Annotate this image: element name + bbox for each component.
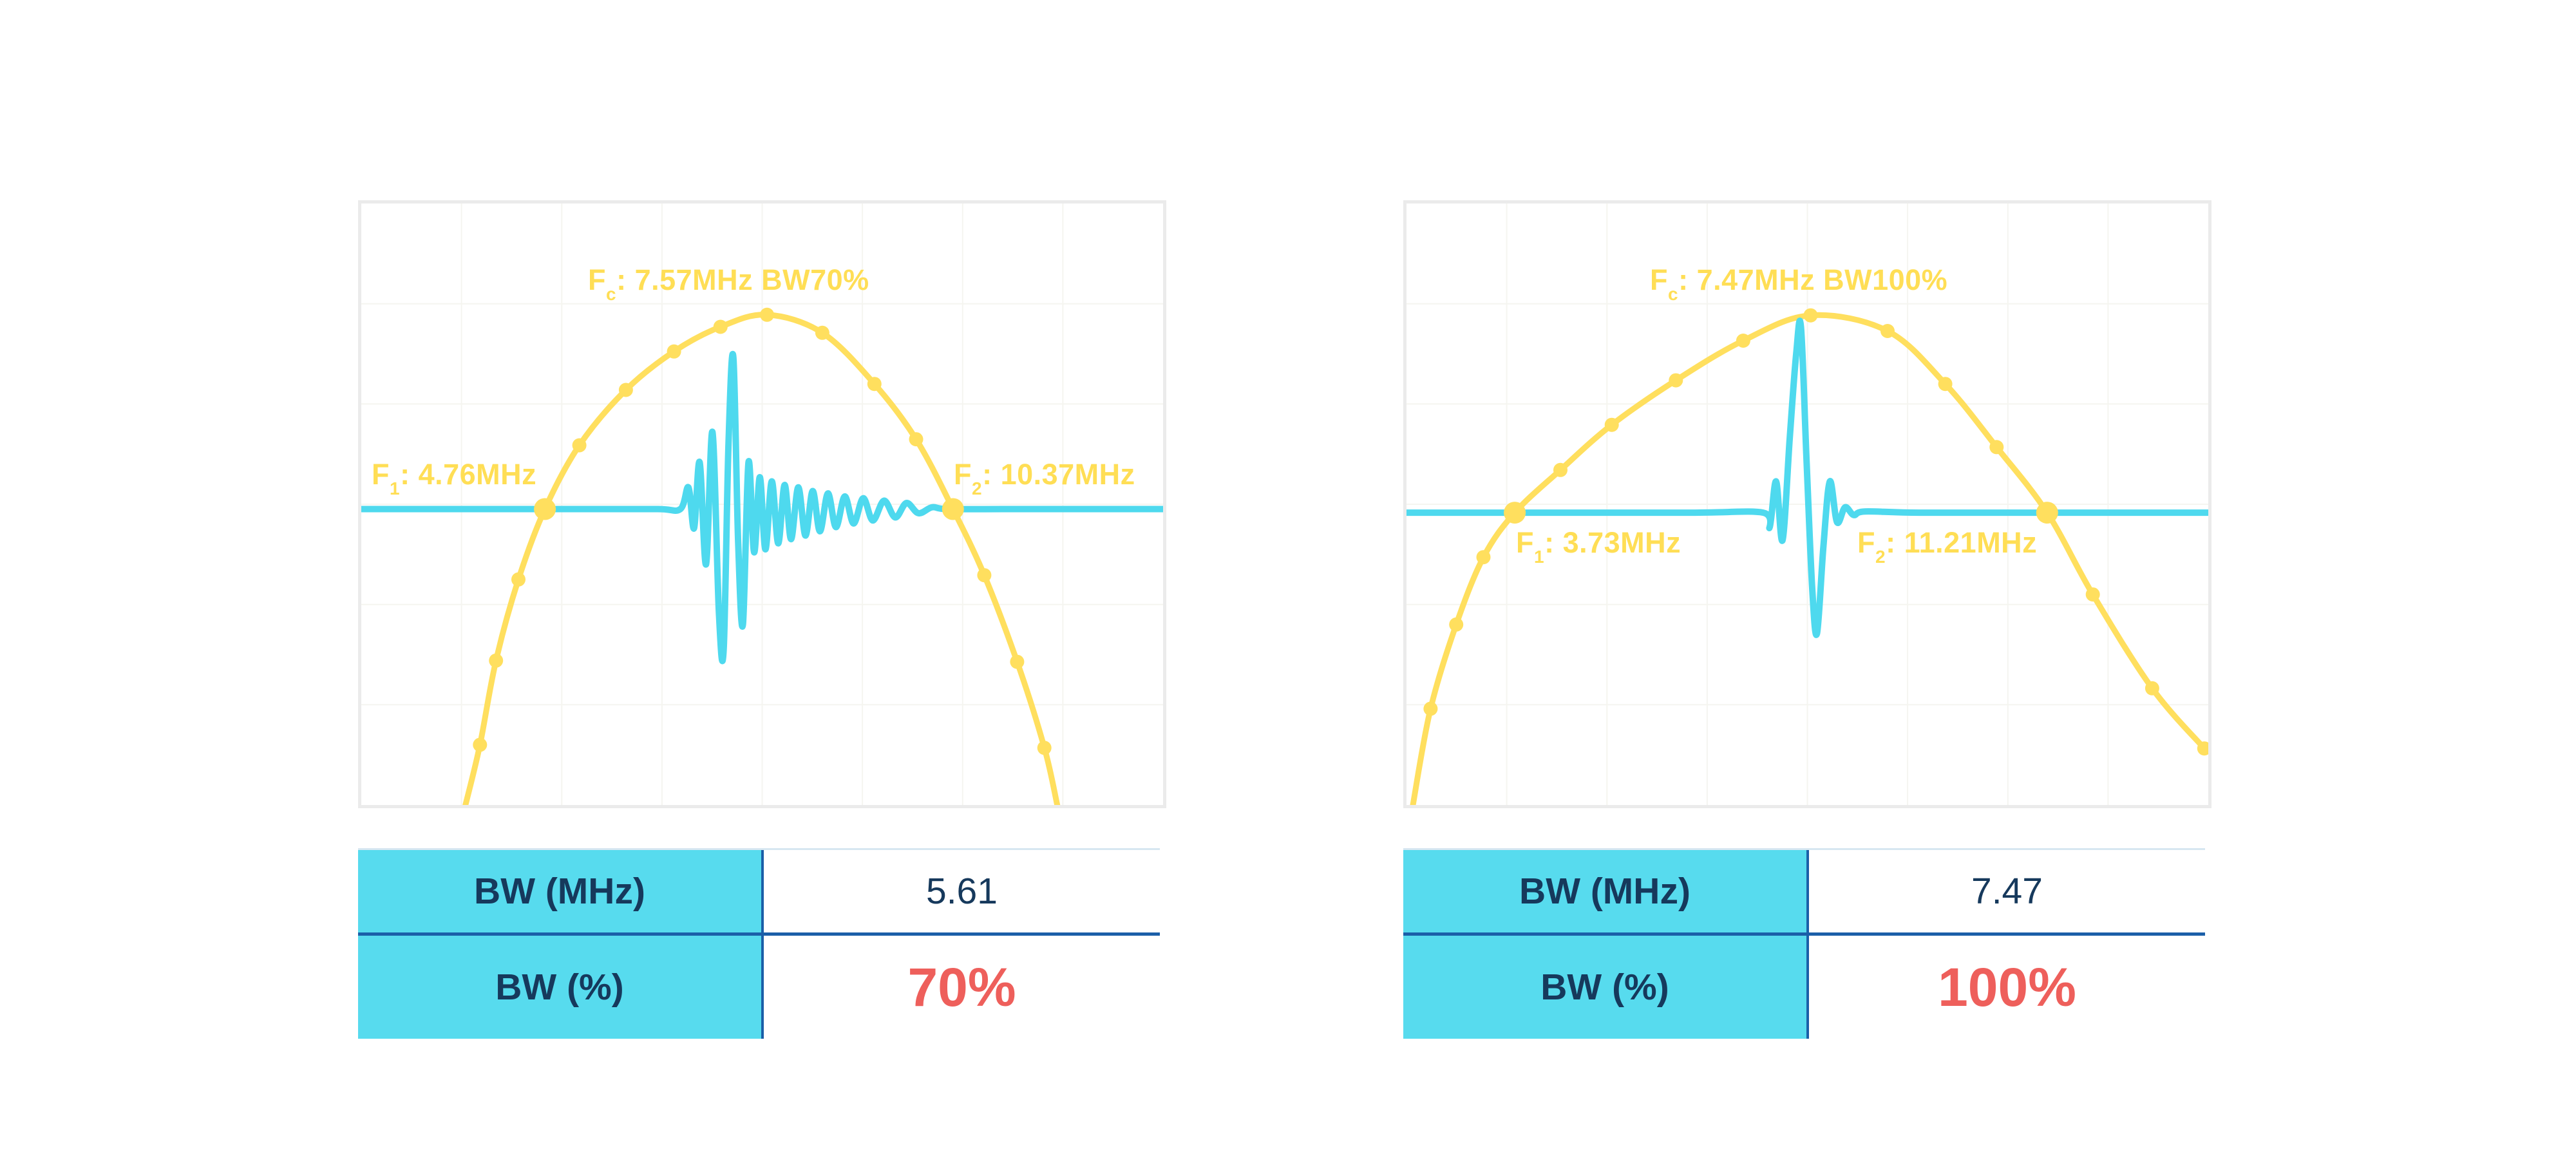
spectrum-pulse-chart [361,203,1163,805]
bandwidth-table: BW (MHz) 5.61 BW (%) 70% [358,848,1160,1039]
fc-base: F [588,263,606,296]
panel-70-bandwidth: Fc: 7.57MHz BW70% F1: 4.76MHz F2: 10.37M… [358,200,1166,1039]
f1-text: : 4.76MHz [400,458,537,491]
annotation-f2: F2: 11.21MHz [1857,526,2038,567]
fc-text: : 7.47MHz BW100% [1678,263,1948,296]
f2-text: : 11.21MHz [1886,526,2038,559]
f1-base: F [1516,526,1534,559]
spectrum-curve [1410,312,2208,805]
data-point [760,307,774,322]
data-point [1449,617,1464,632]
data-point [1736,334,1750,348]
data-point [1423,701,1438,716]
bw-percent-value: 100% [1938,956,2076,1017]
spectrum-curve [462,312,1061,805]
f2-sub: 2 [1875,547,1886,567]
bw-percent-value: 70% [907,956,1016,1017]
table-row: BW (MHz) 5.61 [358,850,1160,936]
annotation-f1: F1: 3.73MHz [1516,526,1681,567]
data-point [909,432,923,447]
fc-sub: c [606,284,617,304]
data-point [815,325,829,340]
f1-text: : 3.73MHz [1544,526,1681,559]
bw-mhz-value: 5.61 [926,871,998,912]
bandwidth-marker-dot [1504,502,1526,524]
annotation-f2: F2: 10.37MHz [954,458,1135,498]
chart-70-bandwidth: Fc: 7.57MHz BW70% F1: 4.76MHz F2: 10.37M… [358,200,1166,808]
data-point [713,319,728,334]
data-point [2145,681,2159,695]
data-point [1476,550,1491,565]
f2-base: F [1857,526,1875,559]
data-point [867,377,882,392]
data-point [572,438,587,453]
chart-100-bandwidth: Fc: 7.47MHz BW100% F1: 3.73MHz F2: 11.21… [1403,200,2211,808]
data-point [1010,654,1025,669]
panel-100-bandwidth: Fc: 7.47MHz BW100% F1: 3.73MHz F2: 11.21… [1403,200,2211,1039]
data-point [1938,377,1953,392]
f1-sub: 1 [390,478,401,498]
data-point [1880,324,1895,338]
data-point [1803,308,1818,323]
data-point [2197,741,2208,756]
data-point [667,344,681,359]
f1-base: F [372,458,390,491]
f1-sub: 1 [1534,547,1545,567]
bw-percent-label: BW (%) [1403,936,1809,1039]
data-point [511,572,526,587]
data-point [1553,462,1567,477]
data-point [1037,741,1052,755]
bandwidth-marker-dot [942,498,964,520]
data-point [1989,440,2004,455]
fc-base: F [1650,263,1668,296]
f2-text: : 10.37MHz [982,458,1135,491]
bw-mhz-label: BW (MHz) [1403,850,1809,932]
bandwidth-marker-dot [534,498,556,520]
bw-percent-label: BW (%) [358,936,764,1039]
data-point [2085,587,2100,602]
table-row: BW (%) 100% [1403,936,2205,1039]
fc-sub: c [1668,284,1679,304]
bandwidth-table: BW (MHz) 7.47 BW (%) 100% [1403,848,2205,1039]
table-row: BW (MHz) 7.47 [1403,850,2205,936]
bandwidth-marker-dot [2036,502,2058,524]
annotation-f1: F1: 4.76MHz [372,458,537,498]
data-point [1669,373,1683,388]
annotation-center-frequency: Fc: 7.47MHz BW100% [1650,263,1948,304]
data-point [489,653,504,668]
f2-sub: 2 [972,478,983,498]
pulse-waveform [1406,317,2208,638]
bw-mhz-label: BW (MHz) [358,850,764,932]
pulse-waveform [361,350,1163,665]
data-point [618,383,633,397]
table-row: BW (%) 70% [358,936,1160,1039]
data-point [1604,417,1619,432]
bw-mhz-value: 7.47 [1971,871,2043,912]
annotation-center-frequency: Fc: 7.57MHz BW70% [588,263,869,304]
fc-text: : 7.57MHz BW70% [616,263,869,296]
data-point [977,568,992,583]
spectrum-pulse-chart [1406,203,2208,805]
data-point [473,737,488,752]
f2-base: F [954,458,972,491]
